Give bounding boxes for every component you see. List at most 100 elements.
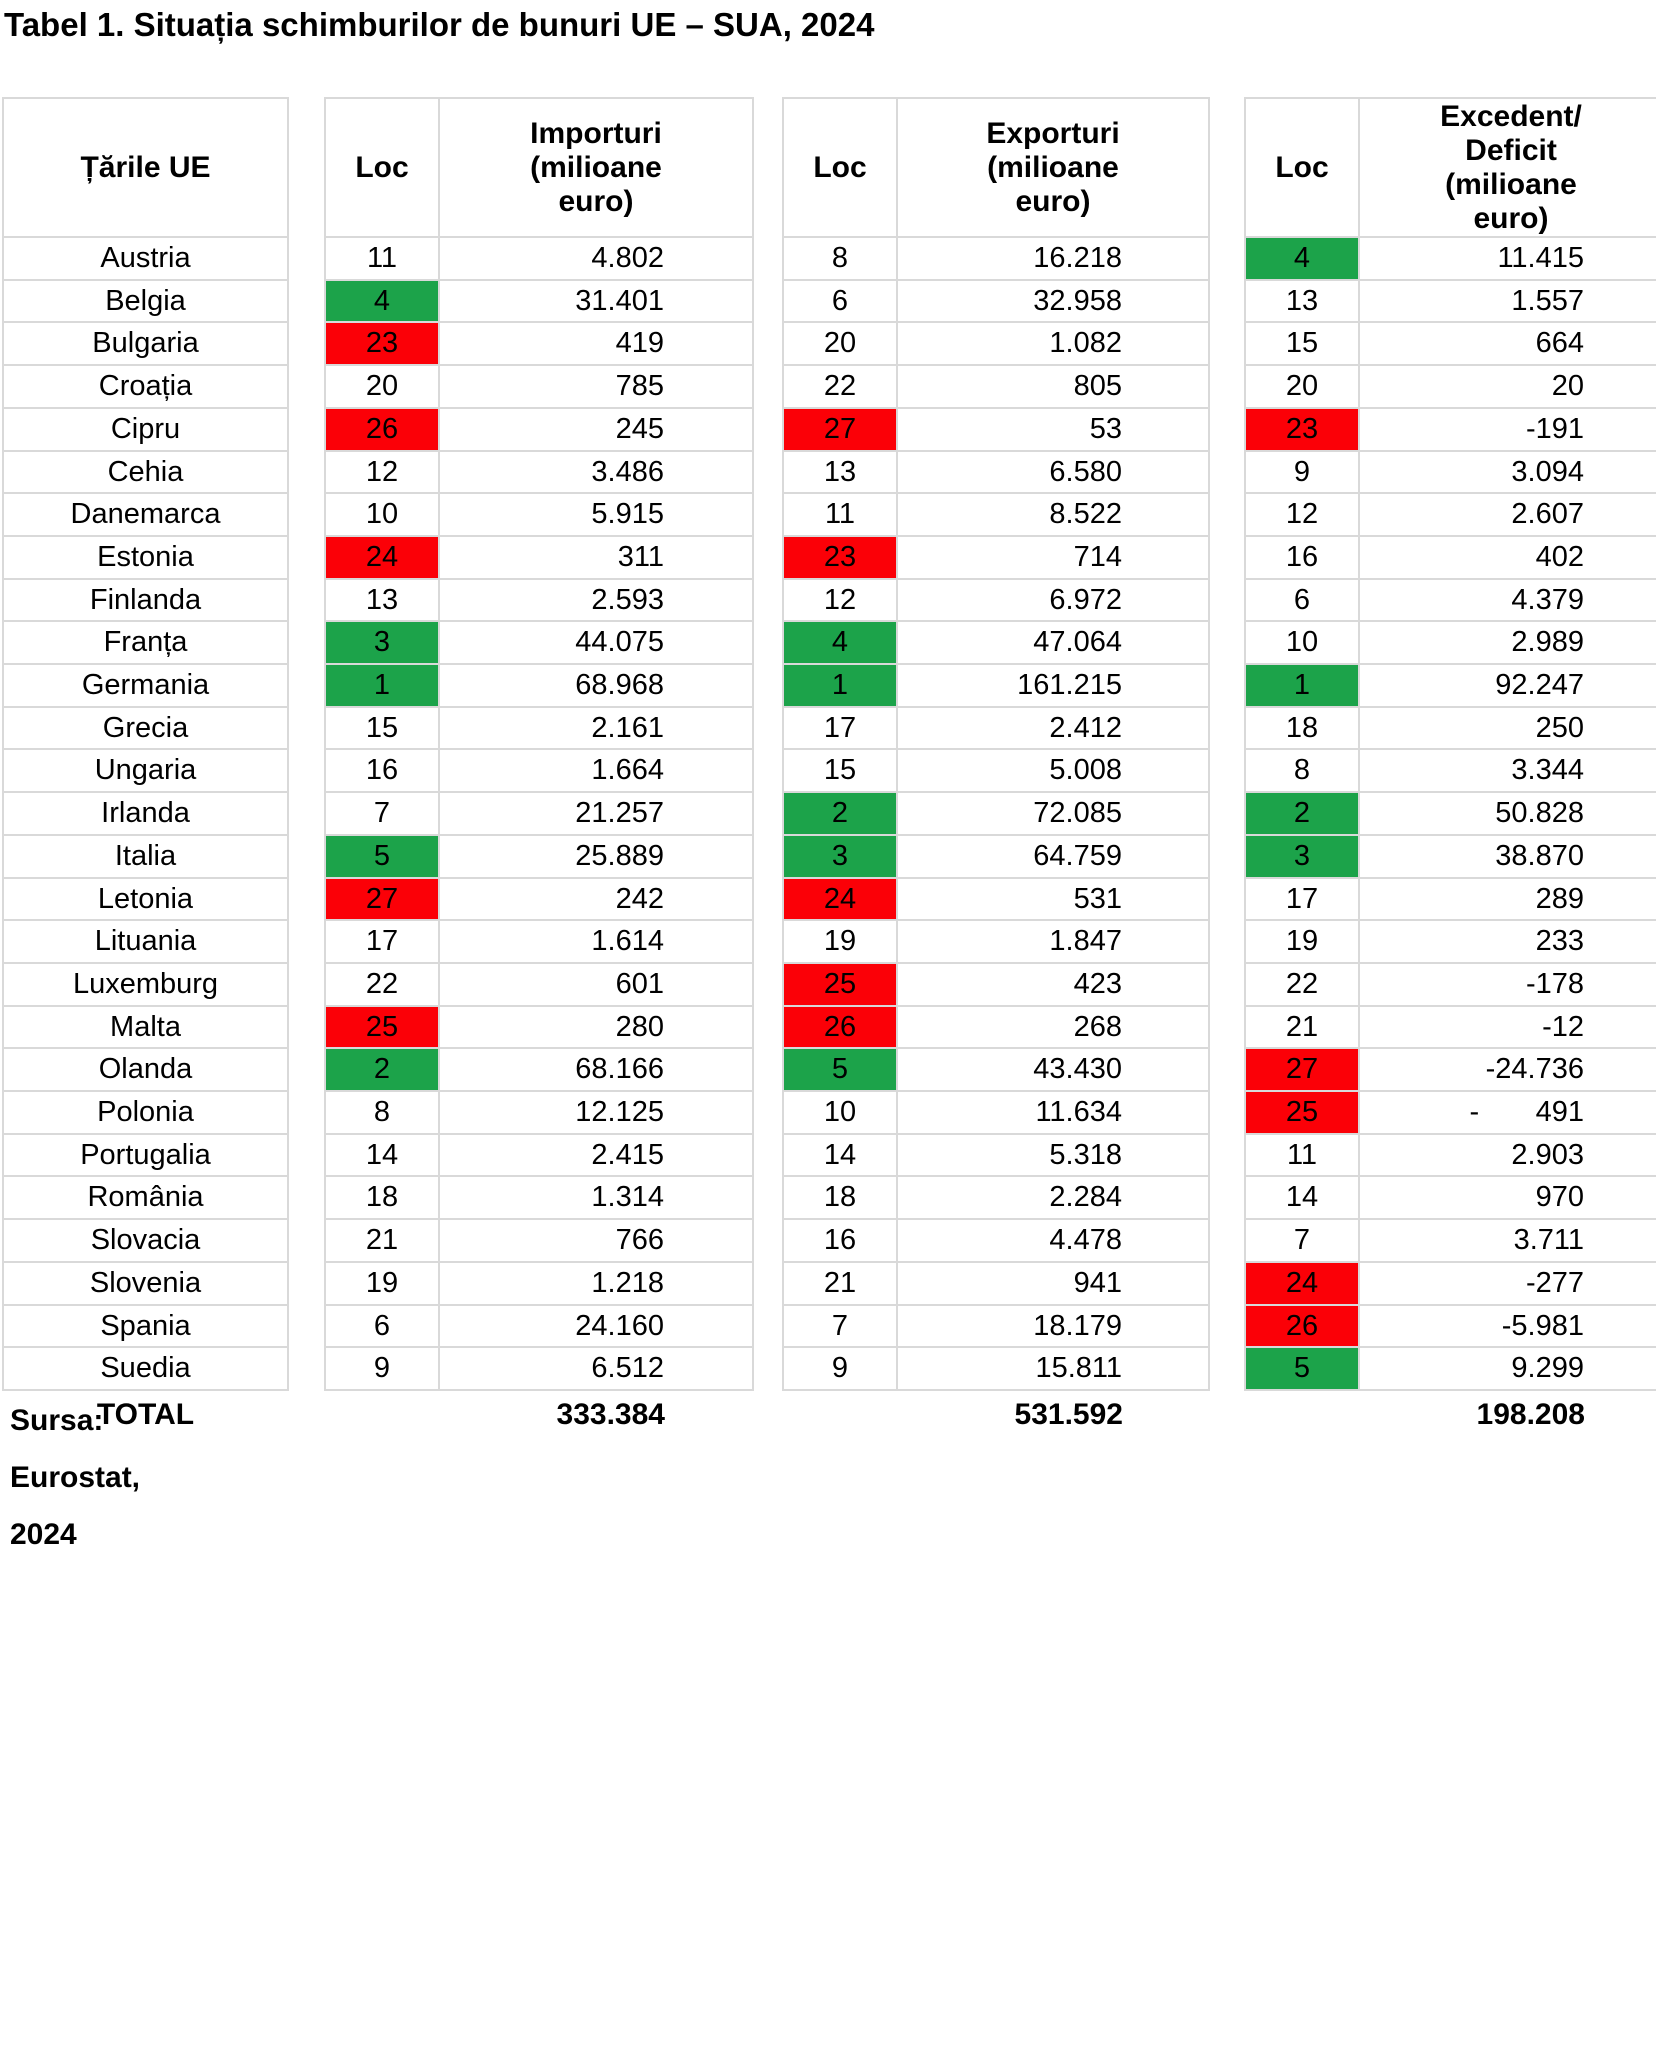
imports-value-cell: 311 <box>438 534 754 580</box>
table-row: 21 941 <box>782 1260 1210 1306</box>
rank-cell: 9 <box>324 1346 440 1391</box>
table-row: 8 12.125 <box>324 1090 754 1135</box>
table-row: Austria <box>2 236 289 281</box>
country-cell: Estonia <box>2 534 289 580</box>
table-row: 20 1.082 <box>782 321 1210 367</box>
table-row: Belgia <box>2 278 289 324</box>
balance-value-cell: 9.299 <box>1358 1346 1656 1391</box>
table-row: Irlanda <box>2 791 289 836</box>
balance-total: 198.208 <box>1359 1389 1656 1438</box>
table-row: 15 5.008 <box>782 748 1210 794</box>
rank-cell: 6 <box>1244 577 1360 623</box>
exports-value-cell: 805 <box>896 364 1210 409</box>
table-row: 15 2.161 <box>324 705 754 751</box>
exports-value-cell: 4.478 <box>896 1218 1210 1263</box>
table-row: 16 1.664 <box>324 748 754 794</box>
table-row: 7 3.711 <box>1244 1218 1656 1263</box>
exports-value-cell: 2.284 <box>896 1175 1210 1221</box>
table-row: 19 1.218 <box>324 1260 754 1306</box>
table-row: 24 531 <box>782 876 1210 922</box>
table-row: 24 -277 <box>1244 1260 1656 1306</box>
exports-table: Loc Exporturi (milioane euro) 8 16.218 6 32… <box>782 97 1210 1438</box>
rank-cell: 16 <box>782 1218 898 1263</box>
table-row: 26 268 <box>782 1004 1210 1050</box>
exports-value-cell: 1.847 <box>896 919 1210 964</box>
exports-value-cell: 32.958 <box>896 278 1210 324</box>
table-row: 3 38.870 <box>1244 833 1656 879</box>
table-row: 27 53 <box>782 406 1210 452</box>
country-cell: Portugalia <box>2 1132 289 1178</box>
table-row: 4 11.415 <box>1244 236 1656 281</box>
rank-cell: 23 <box>324 321 440 367</box>
rank-cell: 12 <box>782 577 898 623</box>
table-row: 11 2.903 <box>1244 1132 1656 1178</box>
rank-cell: 20 <box>782 321 898 367</box>
exports-value-cell: 714 <box>896 534 1210 580</box>
rank-cell: 7 <box>324 791 440 836</box>
table-row: Franța <box>2 620 289 666</box>
table-row: 1 161.215 <box>782 663 1210 708</box>
exports-rank-header: Loc <box>782 97 898 238</box>
table-row: 10 11.634 <box>782 1090 1210 1135</box>
imports-value-cell: 242 <box>438 876 754 922</box>
table-row: 3 44.075 <box>324 620 754 666</box>
exports-value-cell: 6.580 <box>896 449 1210 495</box>
table-row: 11 8.522 <box>782 492 1210 537</box>
country-cell: Cehia <box>2 449 289 495</box>
rank-cell: 6 <box>324 1303 440 1349</box>
imports-value-cell: 1.614 <box>438 919 754 964</box>
rank-cell: 24 <box>782 876 898 922</box>
balance-value-cell: -277 <box>1358 1260 1656 1306</box>
rank-cell: 8 <box>782 236 898 281</box>
total-spacer <box>783 1389 897 1438</box>
balance-value-cell: 3.344 <box>1358 748 1656 794</box>
balance-value-cell: 2.989 <box>1358 620 1656 666</box>
table-row: 6 4.379 <box>1244 577 1656 623</box>
balance-value-cell: 289 <box>1358 876 1656 922</box>
table-row: 4 31.401 <box>324 278 754 324</box>
country-cell: Germania <box>2 663 289 708</box>
rank-cell: 17 <box>1244 876 1360 922</box>
rank-cell: 16 <box>324 748 440 794</box>
total-label: TOTAL <box>3 1389 288 1438</box>
table-row: Cehia <box>2 449 289 495</box>
rank-cell: 21 <box>324 1218 440 1263</box>
imports-total: 333.384 <box>439 1389 753 1438</box>
table-row: 25 423 <box>782 961 1210 1007</box>
country-cell: Slovenia <box>2 1260 289 1306</box>
rank-cell: 13 <box>782 449 898 495</box>
exports-value-cell: 8.522 <box>896 492 1210 537</box>
imports-value-cell: 68.968 <box>438 663 754 708</box>
country-cell: Luxemburg <box>2 961 289 1007</box>
imports-value-cell: 1.314 <box>438 1175 754 1221</box>
table-row: Slovenia <box>2 1260 289 1306</box>
countries-table: Țările UE Austria Belgia Bulgaria Croația Ci… <box>2 97 289 1438</box>
table-row: Suedia <box>2 1346 289 1391</box>
balance-value-cell: 3.711 <box>1358 1218 1656 1263</box>
exports-value-cell: 47.064 <box>896 620 1210 666</box>
exports-total: 531.592 <box>897 1389 1209 1438</box>
exports-value-cell: 5.318 <box>896 1132 1210 1178</box>
table-row: 15 664 <box>1244 321 1656 367</box>
rank-cell: 26 <box>1244 1303 1360 1349</box>
balance-value-cell: 250 <box>1358 705 1656 751</box>
table-row: 11 4.802 <box>324 236 754 281</box>
table-row: Spania <box>2 1303 289 1349</box>
rank-cell: 22 <box>782 364 898 409</box>
table-row: Slovacia <box>2 1218 289 1263</box>
imports-header: Importuri (milioane euro) <box>438 97 754 238</box>
rank-cell: 8 <box>1244 748 1360 794</box>
rank-cell: 12 <box>324 449 440 495</box>
rank-cell: 3 <box>324 620 440 666</box>
exports-value-cell: 53 <box>896 406 1210 452</box>
country-cell: Cipru <box>2 406 289 452</box>
balance-value-cell: -191 <box>1358 406 1656 452</box>
rank-cell: 24 <box>1244 1260 1360 1306</box>
rank-cell: 5 <box>1244 1346 1360 1391</box>
exports-value-cell: 268 <box>896 1004 1210 1050</box>
exports-value-cell: 423 <box>896 961 1210 1007</box>
rank-cell: 20 <box>324 364 440 409</box>
country-cell: Suedia <box>2 1346 289 1391</box>
balance-value-cell: 11.415 <box>1358 236 1656 281</box>
table-row: 20 785 <box>324 364 754 409</box>
